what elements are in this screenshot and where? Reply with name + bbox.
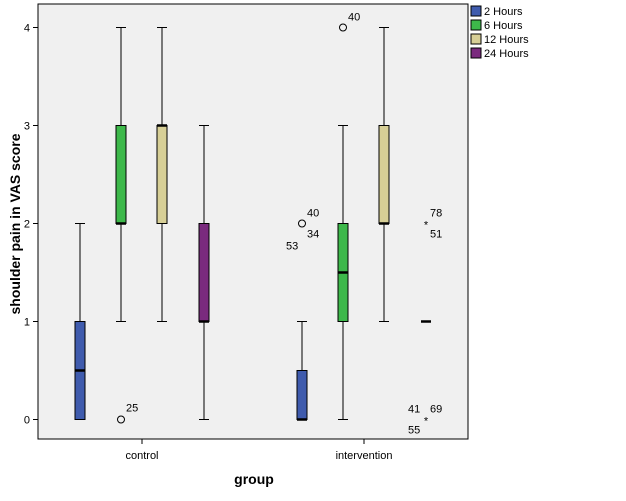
y-tick-label: 2	[24, 219, 30, 231]
outlier-case-label: 53	[286, 241, 298, 253]
outlier-marker-star: *	[424, 220, 429, 232]
outlier-case-label: 69	[430, 404, 442, 416]
legend-label: 24 Hours	[484, 48, 529, 60]
y-tick-label: 3	[24, 121, 30, 133]
box-12-hours-intervention	[378, 27, 390, 322]
y-tick-label: 4	[24, 23, 30, 35]
outlier-case-label: 41	[408, 404, 420, 416]
x-category-label: control	[125, 450, 158, 462]
legend-swatch	[470, 5, 482, 17]
legend-swatch	[470, 47, 482, 59]
box-6-hours-control	[115, 27, 127, 322]
box-iqr	[156, 125, 168, 224]
box-24-hours-control	[198, 125, 210, 420]
y-axis-title: shoulder pain in VAS score	[7, 133, 23, 314]
box-6-hours-intervention	[337, 125, 349, 420]
outlier-marker-star: *	[424, 416, 429, 428]
outlier-case-label: 40	[348, 12, 360, 24]
legend: 2 Hours 6 Hours 12 Hours 24 Hours	[470, 5, 529, 60]
box-iqr	[198, 223, 210, 322]
box-iqr	[296, 370, 308, 420]
legend-swatch	[470, 33, 482, 45]
box-2-hours-control	[74, 223, 86, 420]
outlier-case-label: 40	[307, 208, 319, 220]
outlier-marker-circle	[117, 415, 125, 424]
outlier-case-label: 34	[307, 229, 319, 241]
outlier-marker-circle	[298, 219, 306, 228]
outlier-case-label: 51	[430, 229, 442, 241]
x-axis-title: group	[234, 471, 274, 487]
x-category-label: intervention	[336, 450, 393, 462]
legend-label: 12 Hours	[484, 34, 529, 46]
legend-swatch	[470, 19, 482, 31]
outlier-case-label: 55	[408, 425, 420, 437]
box-iqr	[115, 125, 127, 224]
plot-area	[37, 3, 469, 440]
legend-label: 6 Hours	[484, 20, 523, 32]
outlier-marker-circle	[339, 23, 347, 32]
box-12-hours-control	[156, 27, 168, 322]
outlier-case-label: 78	[430, 208, 442, 220]
legend-label: 2 Hours	[484, 6, 523, 18]
y-tick-label: 1	[24, 317, 30, 329]
y-tick-label: 0	[24, 415, 30, 427]
outlier-case-label: 25	[126, 403, 138, 415]
box-iqr	[378, 125, 390, 224]
box-2-hours-intervention	[296, 321, 308, 421]
